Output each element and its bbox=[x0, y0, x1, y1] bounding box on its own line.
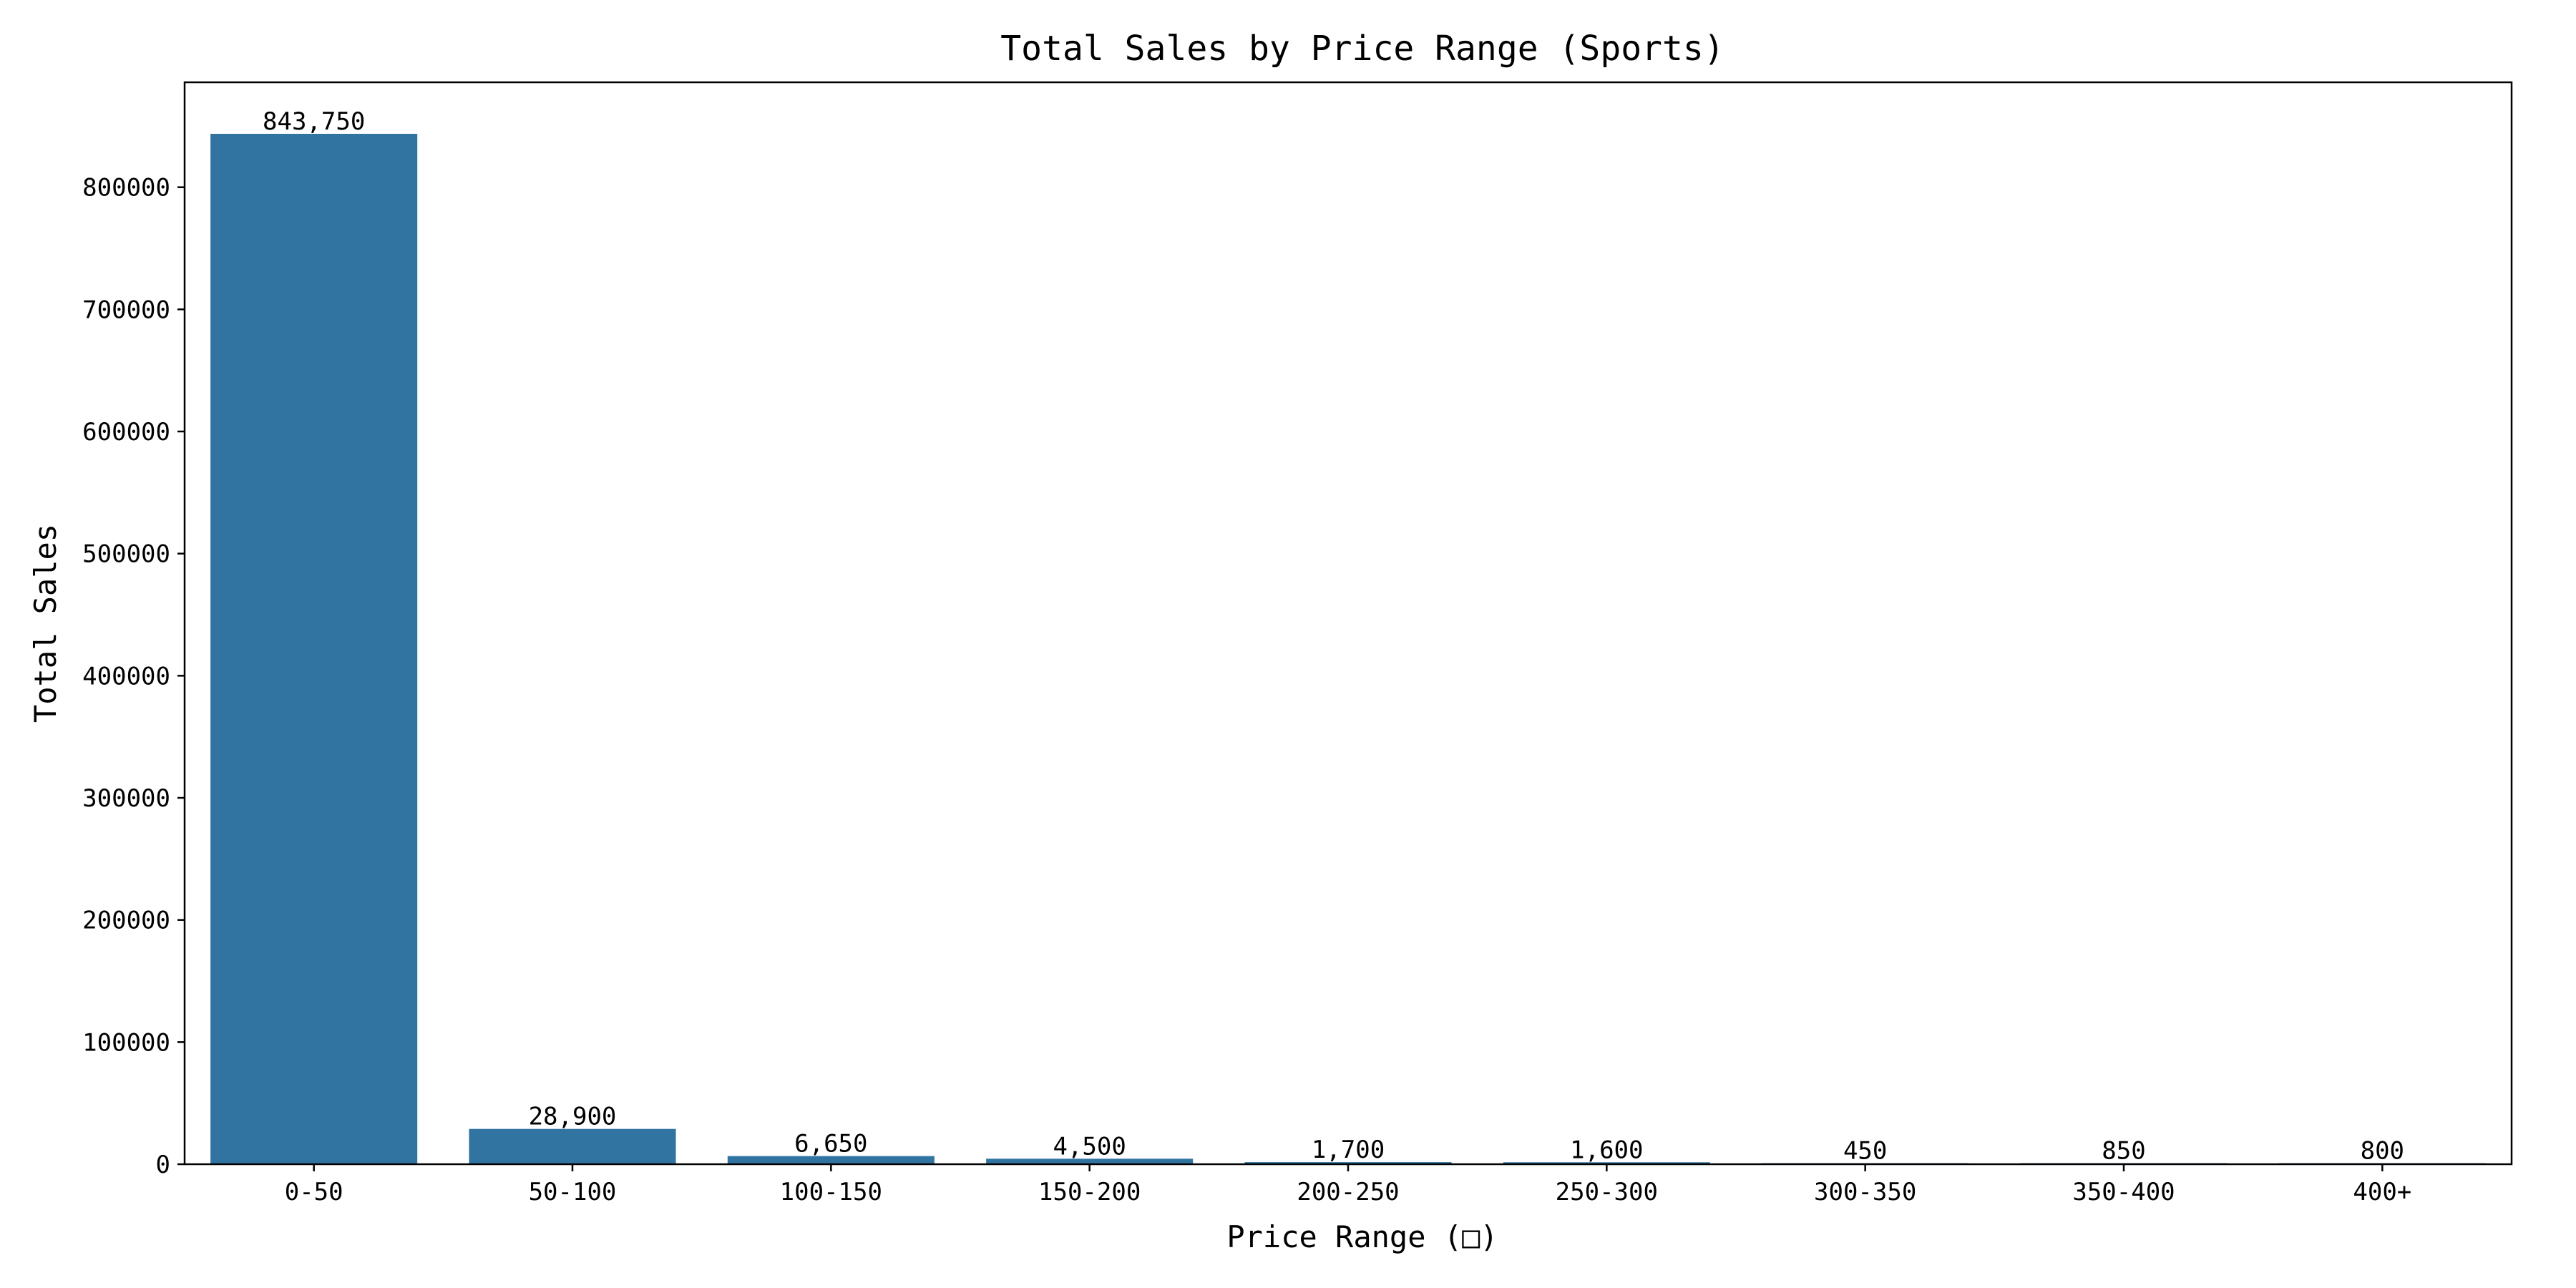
bar-100-150 bbox=[727, 1156, 935, 1164]
bar-250-300 bbox=[1503, 1162, 1710, 1164]
y-tick-label-200000: 200000 bbox=[82, 907, 170, 935]
data-label-150-200: 4,500 bbox=[1053, 1132, 1126, 1161]
y-tick-label-400000: 400000 bbox=[82, 662, 170, 691]
data-label-100-150: 6,650 bbox=[794, 1130, 867, 1158]
x-axis-label: Price Range (□) bbox=[1226, 1219, 1498, 1254]
y-axis-label: Total Sales bbox=[28, 524, 63, 723]
x-tick-label-350-400: 350-400 bbox=[2072, 1178, 2175, 1206]
data-label-250-300: 1,600 bbox=[1570, 1136, 1643, 1164]
plot-frame bbox=[183, 81, 2513, 1166]
x-tick-label-100-150: 100-150 bbox=[780, 1178, 882, 1206]
bar-150-200 bbox=[986, 1158, 1194, 1164]
x-tick-label-200-250: 200-250 bbox=[1297, 1178, 1399, 1206]
y-tick-label-800000: 800000 bbox=[82, 174, 170, 203]
bar-0-50 bbox=[210, 134, 418, 1164]
x-tick-label-300-350: 300-350 bbox=[1814, 1178, 1916, 1206]
x-tick-label-400+: 400+ bbox=[2353, 1178, 2411, 1206]
y-tick-label-700000: 700000 bbox=[82, 296, 170, 324]
data-labels-group: 843,750 28,900 6,650 4,500 1,700 1,600 450 850 8… bbox=[263, 107, 2404, 1166]
x-tick-label-50-100: 50-100 bbox=[529, 1178, 617, 1206]
y-tick-label-100000: 100000 bbox=[82, 1028, 170, 1057]
bar-200-250 bbox=[1244, 1162, 1452, 1164]
x-tick-label-250-300: 250-300 bbox=[1556, 1178, 1658, 1206]
data-label-350-400: 850 bbox=[2102, 1137, 2145, 1166]
data-label-300-350: 450 bbox=[1843, 1137, 1887, 1166]
x-axis: 0-50 50-100 100-150 150-200 200-250 250-300 30… bbox=[285, 1164, 2411, 1206]
chart-title: Total Sales by Price Range (Sports) bbox=[1000, 29, 1724, 69]
y-tick-label-600000: 600000 bbox=[82, 418, 170, 447]
data-label-50-100: 28,900 bbox=[529, 1103, 617, 1131]
data-label-400+: 800 bbox=[2361, 1137, 2404, 1166]
bar-50-100 bbox=[469, 1128, 676, 1164]
y-axis: 0 100000 200000 300000 400000 500000 600000 700… bbox=[82, 174, 185, 1179]
y-tick-label-500000: 500000 bbox=[82, 540, 170, 569]
x-tick-label-150-200: 150-200 bbox=[1038, 1178, 1141, 1206]
y-tick-label-300000: 300000 bbox=[82, 784, 170, 813]
data-label-200-250: 1,700 bbox=[1312, 1136, 1385, 1164]
x-tick-label-0-50: 0-50 bbox=[285, 1178, 343, 1206]
bars-group bbox=[210, 134, 2486, 1164]
data-label-0-50: 843,750 bbox=[263, 107, 365, 136]
y-tick-label-0: 0 bbox=[156, 1151, 170, 1179]
